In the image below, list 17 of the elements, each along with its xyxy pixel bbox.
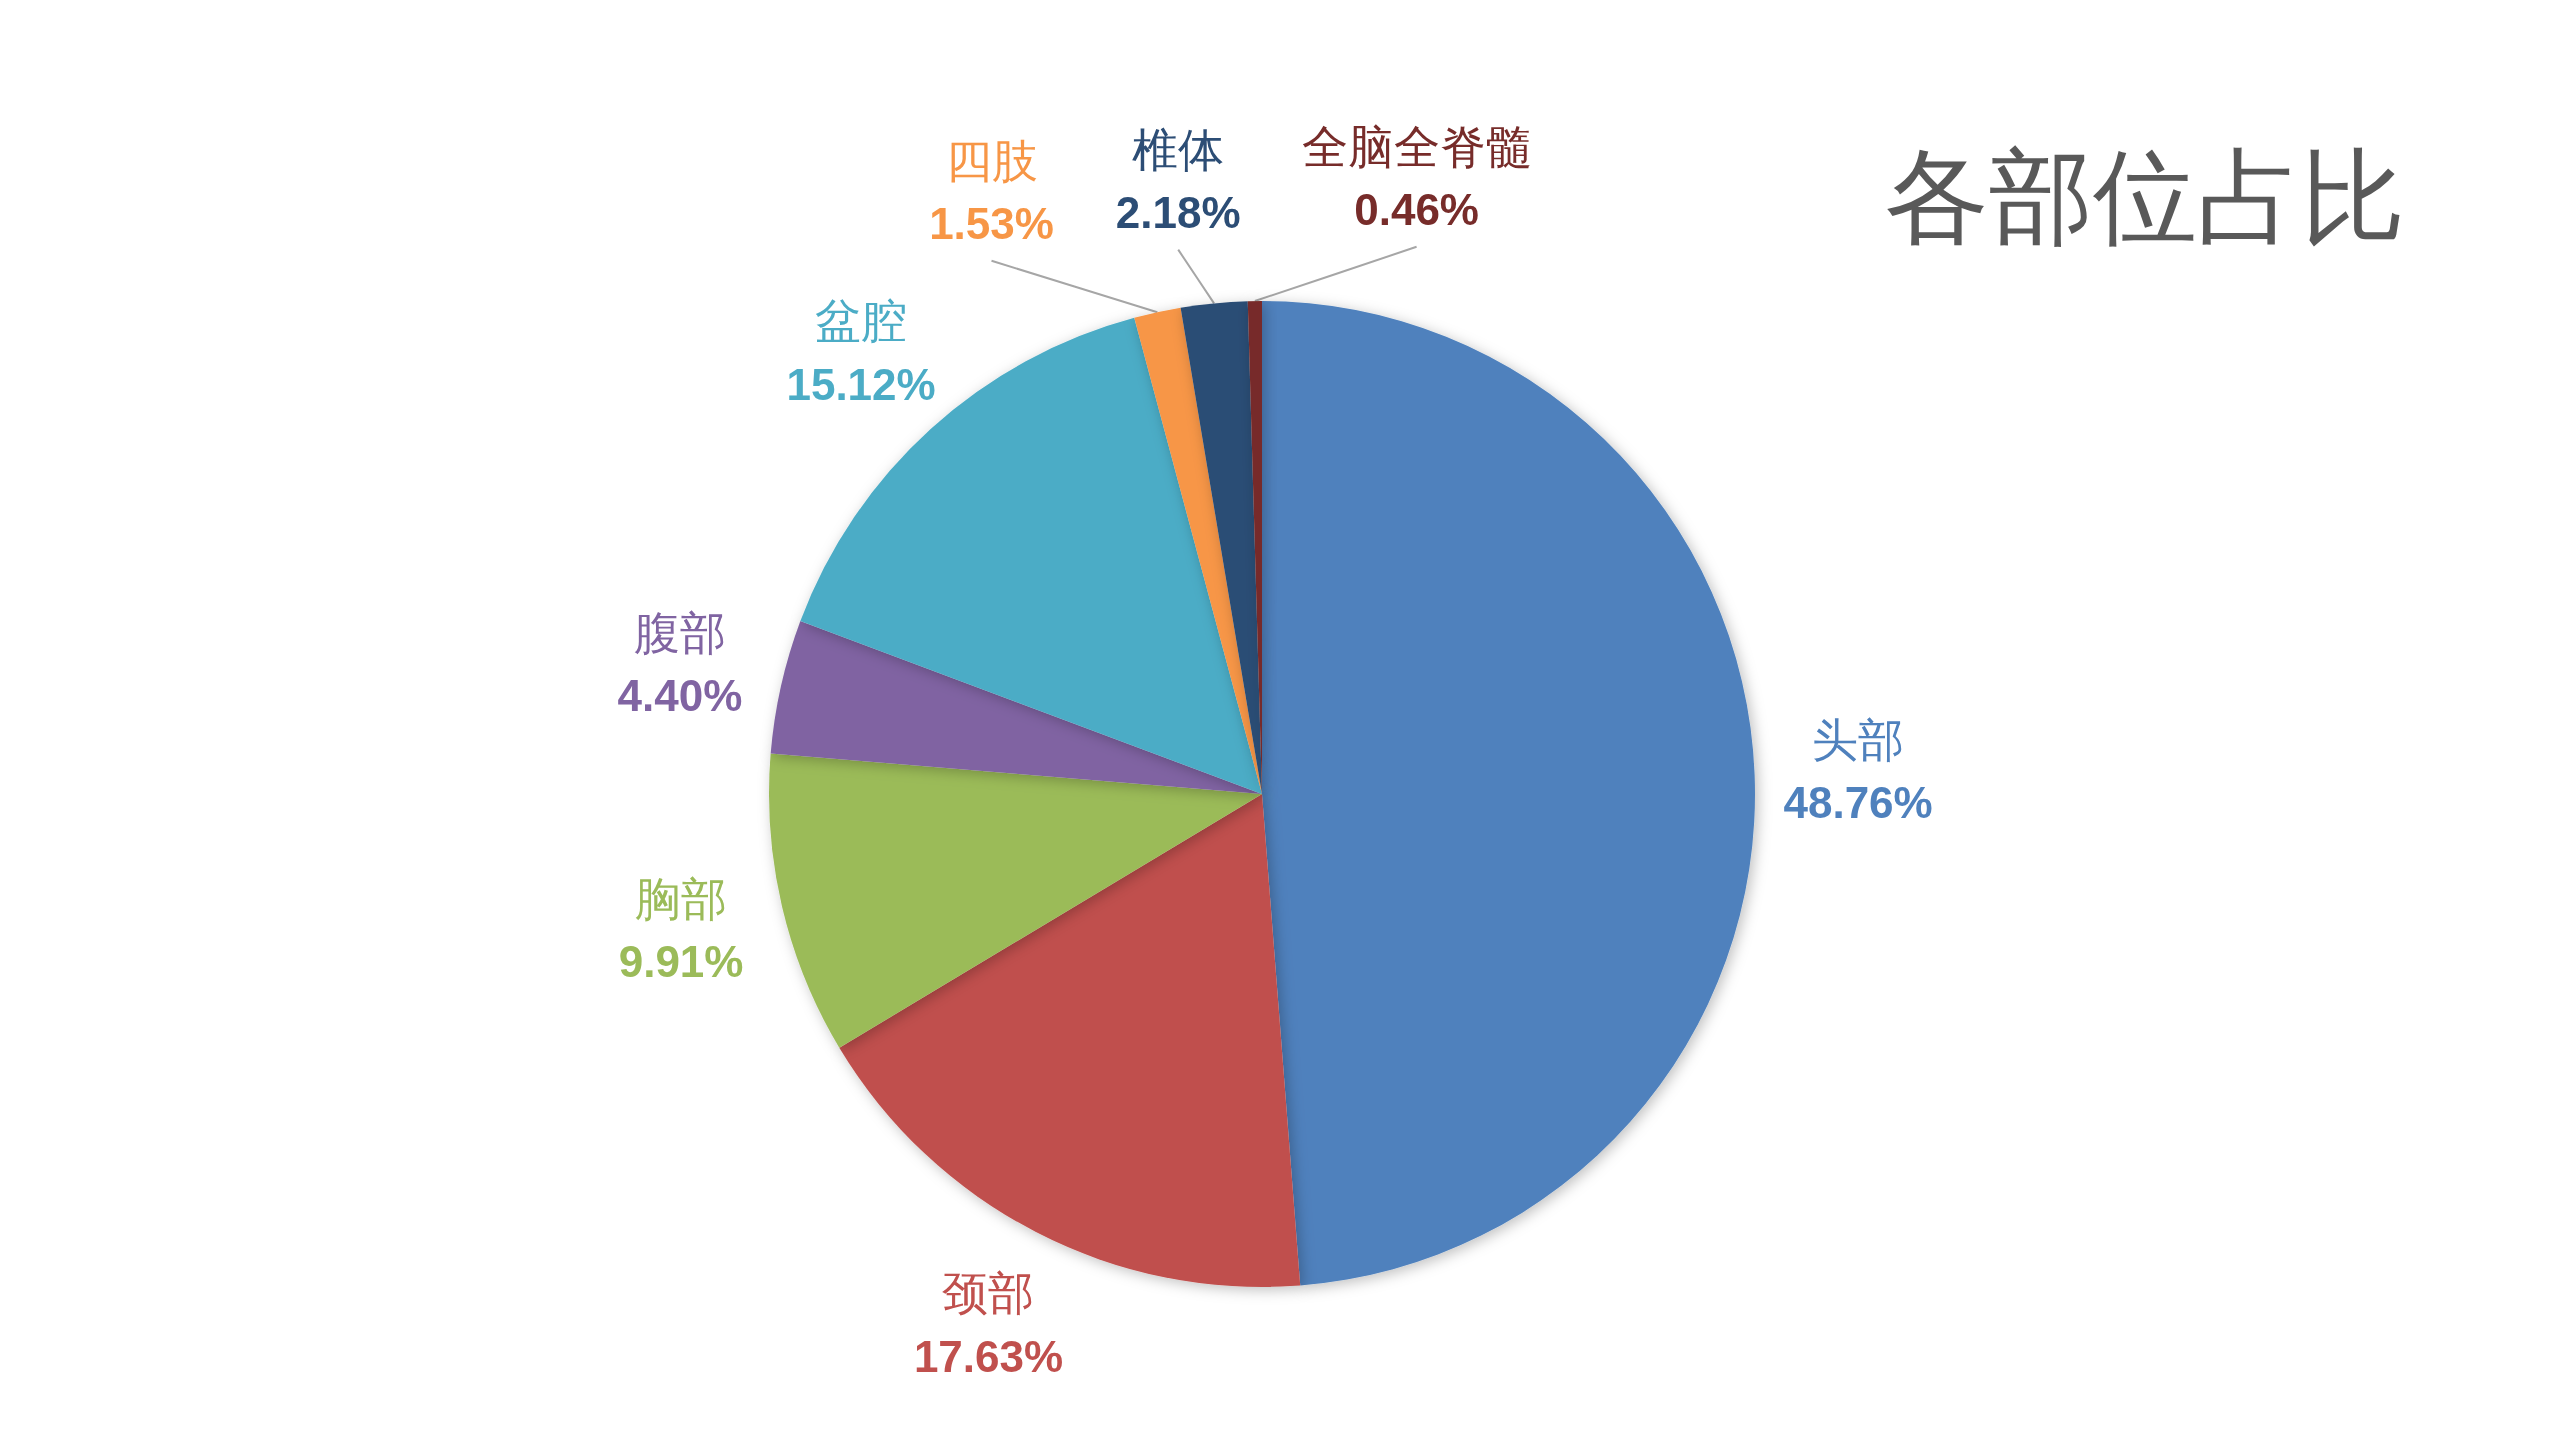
- slice-label: 颈部: [942, 1266, 1035, 1321]
- data-label: 1.53%: [929, 199, 1054, 249]
- data-label: 9.91%: [618, 937, 744, 987]
- slice-label: 头部: [1812, 712, 1905, 767]
- data-label: 2.18%: [1115, 188, 1241, 238]
- data-label: 0.46%: [1354, 185, 1479, 235]
- data-label: 15.12%: [786, 359, 936, 409]
- text: 各部位占比: [1885, 139, 2405, 255]
- slice-label: 四肢: [945, 133, 1038, 188]
- slice-label: 腹部: [633, 605, 726, 660]
- slice-label: 全脑全脊髓: [1301, 119, 1532, 174]
- slice-label: 椎体: [1132, 122, 1225, 177]
- slice-label: 盆腔: [815, 294, 908, 349]
- data-label: 17.63%: [913, 1331, 1064, 1381]
- data-label: 4.40%: [617, 671, 743, 721]
- data-label: 48.76%: [1783, 778, 1933, 828]
- slice-label: 胸部: [635, 871, 728, 926]
